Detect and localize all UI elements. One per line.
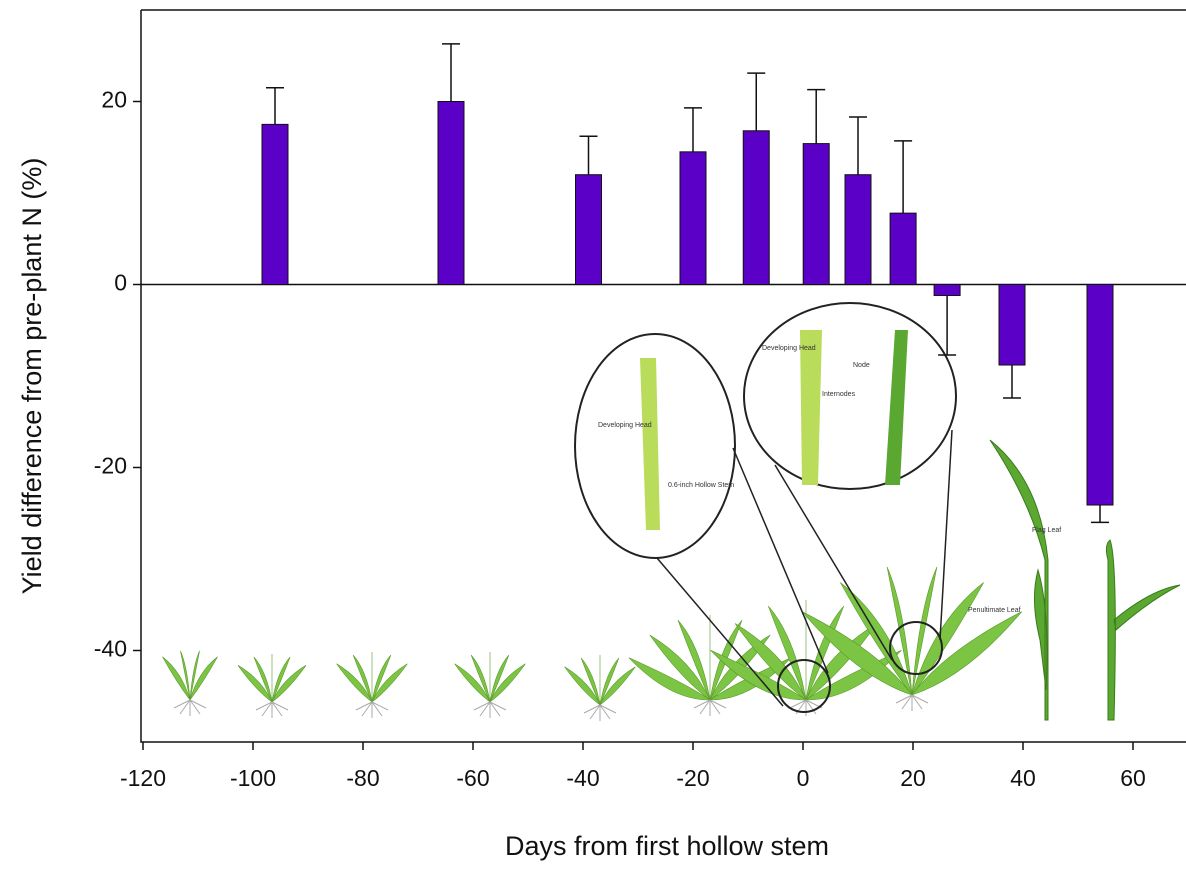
- plant-illustrations: Developing Head 0.6-inch Hollow Stem Devel…: [162, 302, 1181, 721]
- annotation: Penultimate Leaf: [968, 607, 1021, 614]
- roots: [789, 699, 823, 716]
- bar: [998, 284, 1026, 366]
- bar: [889, 212, 917, 286]
- plot-area: -40 -20 0 20 -120 -100 -80 -60 -40 -20 0 20 40 60: [94, 9, 1186, 791]
- x-tick-label: -120: [120, 765, 166, 791]
- y-tick-label: 0: [114, 270, 127, 296]
- stem: [640, 358, 660, 530]
- bar: [261, 123, 289, 285]
- plant: [628, 615, 792, 716]
- y-axis-label: Yield difference from pre-plant N (%): [17, 158, 47, 595]
- plant: [454, 652, 526, 718]
- leaf: [271, 656, 291, 703]
- bar: [802, 143, 830, 285]
- leaf: [454, 663, 491, 703]
- zoom-circle: [889, 621, 943, 675]
- x-axis-label: Days from first hollow stem: [505, 831, 829, 861]
- roots: [583, 704, 617, 721]
- leaf: [628, 657, 711, 701]
- roots: [355, 701, 389, 718]
- leaf: [189, 650, 200, 701]
- head-plant: [1105, 539, 1181, 721]
- bar: [1086, 284, 1114, 506]
- axis-frame: [140, 9, 1186, 743]
- roots: [895, 694, 929, 711]
- flag-leaf-plant: [989, 439, 1049, 721]
- leaf: [840, 582, 913, 696]
- roots: [693, 699, 727, 716]
- x-tick-label: -100: [230, 765, 276, 791]
- leaf: [886, 566, 913, 696]
- leaf: [677, 619, 711, 701]
- bar: [933, 284, 961, 296]
- leaf: [599, 657, 620, 706]
- y-tick-label: -20: [94, 453, 127, 479]
- x-tick-label: 20: [900, 765, 926, 791]
- annotation: Internodes: [822, 391, 856, 398]
- stem: [885, 330, 908, 485]
- leaf: [599, 666, 636, 706]
- leaf: [649, 634, 711, 701]
- x-tick-label: -80: [346, 765, 379, 791]
- leaf: [564, 666, 601, 706]
- zoom-circle: [777, 659, 831, 713]
- leaf: [371, 654, 392, 703]
- leaf: [189, 656, 218, 701]
- bar: [575, 174, 602, 285]
- leaf: [271, 665, 307, 703]
- bar: [679, 151, 707, 285]
- bar: [437, 101, 465, 285]
- x-tick-label: 60: [1120, 765, 1146, 791]
- plant: [237, 654, 307, 718]
- leaf: [489, 654, 510, 703]
- zoom-lines: [656, 429, 953, 707]
- x-tick-label: 0: [797, 765, 810, 791]
- leaf: [371, 663, 408, 703]
- roots: [173, 699, 207, 716]
- plant: [802, 566, 1022, 711]
- leaf: [734, 623, 807, 701]
- x-tick-label: 40: [1010, 765, 1036, 791]
- leaf: [489, 663, 526, 703]
- annotation: Developing Head: [762, 345, 816, 352]
- x-tick-label: -40: [566, 765, 599, 791]
- leaf: [710, 649, 807, 701]
- annotation: Node: [853, 362, 870, 369]
- y-tick-label: -40: [94, 636, 127, 662]
- x-tick-label: -60: [456, 765, 489, 791]
- annotation: Flag Leaf: [1032, 527, 1061, 534]
- x-tick-label: -20: [676, 765, 709, 791]
- stem: [800, 330, 822, 485]
- plant: [336, 652, 408, 718]
- annotation: Developing Head: [598, 422, 652, 429]
- leaf: [237, 665, 273, 703]
- leaf: [180, 650, 191, 701]
- leaf: [253, 656, 273, 703]
- leaf: [911, 611, 1022, 696]
- y-tick-label: 20: [101, 87, 127, 113]
- leaf: [911, 566, 938, 696]
- leaf: [336, 663, 373, 703]
- roots: [255, 701, 289, 718]
- bar: [742, 130, 770, 285]
- plant: [162, 650, 218, 716]
- bar: [844, 174, 872, 285]
- roots: [473, 701, 507, 718]
- leaf: [911, 582, 984, 696]
- annotation: 0.6-inch Hollow Stem: [668, 482, 734, 489]
- plant: [564, 654, 636, 721]
- leaf: [580, 657, 601, 706]
- leaf: [470, 654, 491, 703]
- leaf: [162, 656, 191, 701]
- leaf: [768, 605, 807, 701]
- leaf: [352, 654, 373, 703]
